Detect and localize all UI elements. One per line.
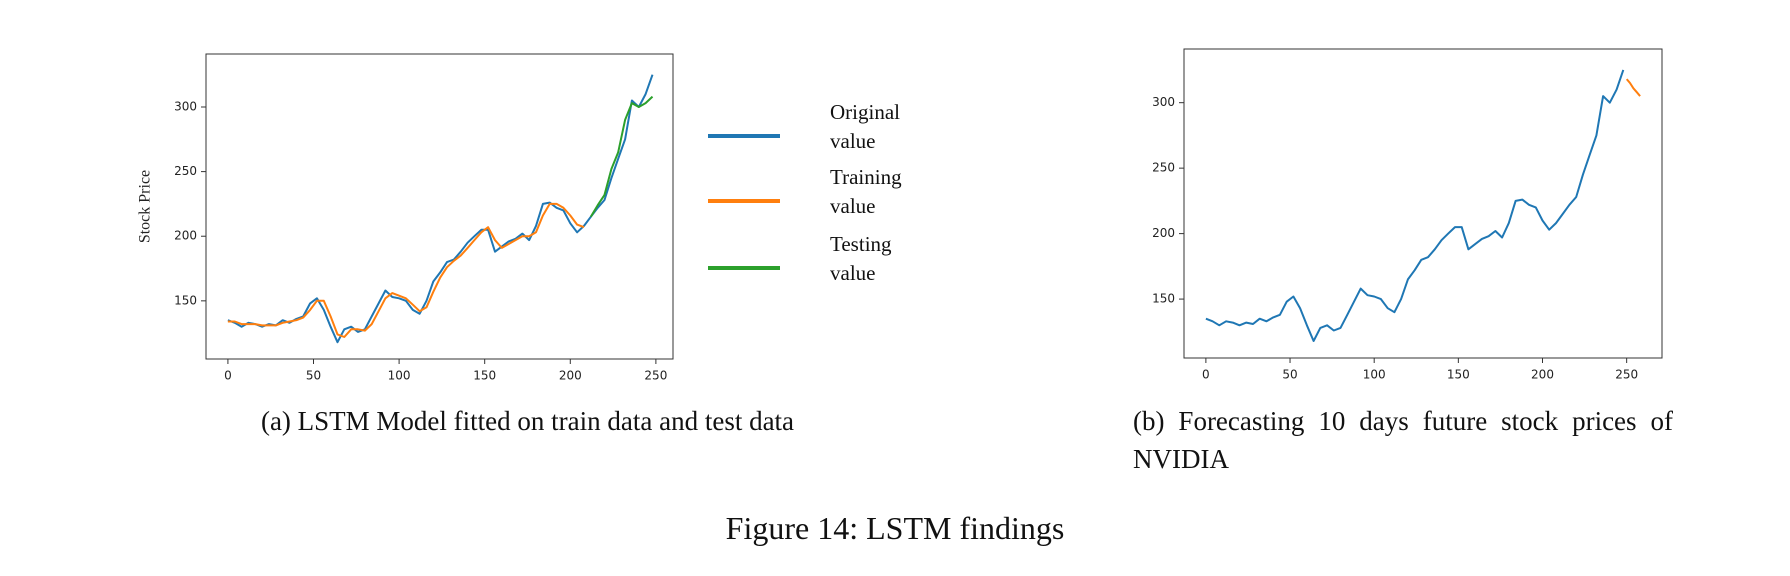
y-tick-label: 300: [174, 99, 197, 113]
legend-label: Training value: [830, 165, 902, 218]
x-tick-label: 0: [224, 369, 232, 383]
data-line: [1625, 78, 1641, 97]
x-tick-label: 250: [1615, 368, 1638, 382]
x-tick-label: 100: [388, 369, 411, 383]
y-tick-label: 200: [1152, 226, 1175, 240]
data-line: [227, 74, 654, 344]
legend-label: Original value: [830, 100, 900, 153]
y-tick-label: 250: [1152, 161, 1175, 175]
x-tick-label: 200: [559, 369, 582, 383]
y-tick-label: 250: [174, 164, 197, 178]
x-tick-label: 250: [644, 369, 667, 383]
data-line: [1205, 69, 1625, 342]
x-tick-label: 50: [306, 369, 321, 383]
subcaption: (a) LSTM Model fitted on train data and …: [260, 406, 795, 436]
x-tick-label: 150: [1447, 368, 1470, 382]
subcaption: (b) Forecasting 10 days future stock pri…: [1133, 406, 1673, 474]
y-tick-label: 150: [1152, 292, 1175, 306]
x-tick-label: 150: [473, 369, 496, 383]
plot-frame: [205, 53, 674, 360]
legend-label: Testing value: [830, 232, 892, 285]
y-tick-label: 300: [1152, 95, 1175, 109]
x-tick-label: 0: [1202, 368, 1210, 382]
y-axis-label: Stock Price: [137, 170, 154, 243]
y-tick-label: 150: [174, 293, 197, 307]
x-tick-label: 50: [1282, 368, 1297, 382]
x-tick-label: 200: [1531, 368, 1554, 382]
data-line: [589, 95, 654, 218]
figure-caption: Figure 14: LSTM findings: [725, 510, 1065, 546]
x-tick-label: 100: [1363, 368, 1386, 382]
plot-frame: [1183, 48, 1663, 359]
y-tick-label: 200: [174, 229, 197, 243]
data-line: [227, 202, 585, 338]
